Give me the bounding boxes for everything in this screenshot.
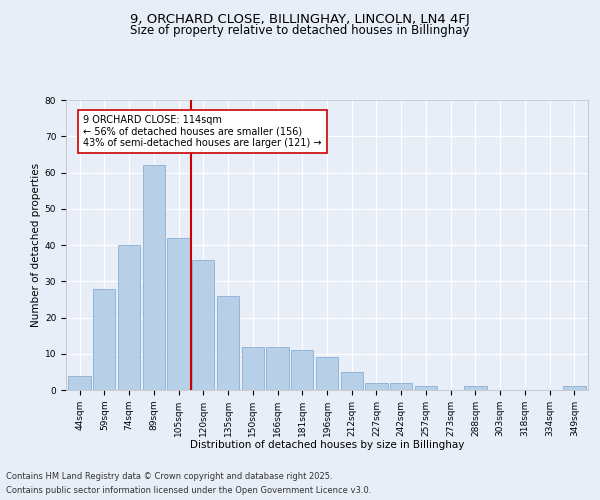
- Bar: [93, 288, 115, 390]
- Bar: [563, 386, 586, 390]
- Bar: [68, 376, 91, 390]
- Text: 9 ORCHARD CLOSE: 114sqm
← 56% of detached houses are smaller (156)
43% of semi-d: 9 ORCHARD CLOSE: 114sqm ← 56% of detache…: [83, 114, 322, 148]
- Bar: [266, 346, 289, 390]
- Bar: [390, 383, 412, 390]
- Bar: [464, 386, 487, 390]
- Bar: [143, 165, 165, 390]
- Text: Size of property relative to detached houses in Billinghay: Size of property relative to detached ho…: [130, 24, 470, 37]
- Bar: [167, 238, 190, 390]
- Text: Contains public sector information licensed under the Open Government Licence v3: Contains public sector information licen…: [6, 486, 371, 495]
- Text: Contains HM Land Registry data © Crown copyright and database right 2025.: Contains HM Land Registry data © Crown c…: [6, 472, 332, 481]
- Bar: [192, 260, 214, 390]
- Bar: [415, 386, 437, 390]
- Bar: [291, 350, 313, 390]
- Y-axis label: Number of detached properties: Number of detached properties: [31, 163, 41, 327]
- X-axis label: Distribution of detached houses by size in Billinghay: Distribution of detached houses by size …: [190, 440, 464, 450]
- Bar: [316, 358, 338, 390]
- Bar: [365, 383, 388, 390]
- Bar: [118, 245, 140, 390]
- Bar: [341, 372, 363, 390]
- Text: 9, ORCHARD CLOSE, BILLINGHAY, LINCOLN, LN4 4FJ: 9, ORCHARD CLOSE, BILLINGHAY, LINCOLN, L…: [130, 12, 470, 26]
- Bar: [217, 296, 239, 390]
- Bar: [242, 346, 264, 390]
